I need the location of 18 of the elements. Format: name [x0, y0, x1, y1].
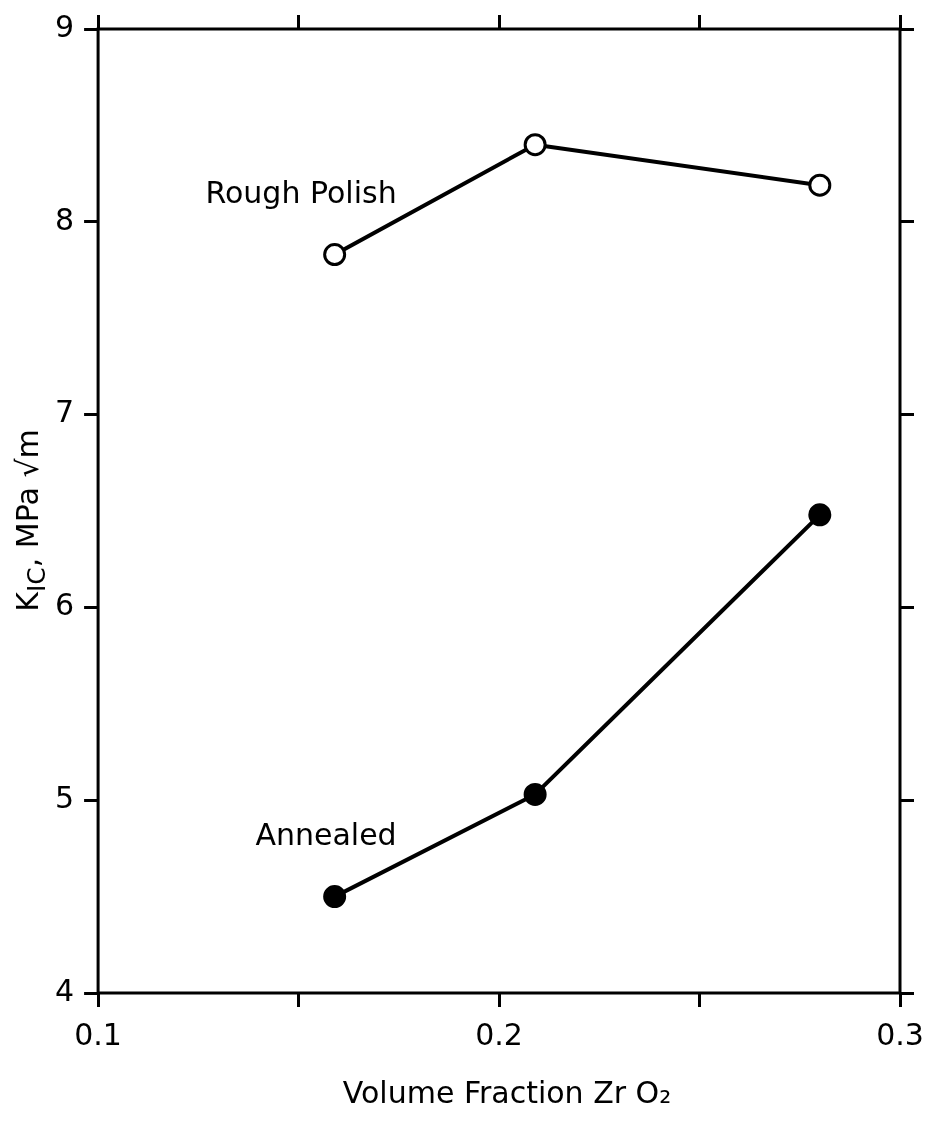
- y-tick-label: 5: [54, 780, 75, 815]
- y-tick-label: 7: [54, 394, 75, 430]
- series-label: Rough Polish: [205, 174, 397, 210]
- y-tick-label: 9: [54, 8, 75, 44]
- y-tick-label: 6: [54, 587, 75, 623]
- x-axis-title: Volume Fraction Zr O₂: [341, 1075, 673, 1110]
- point: [808, 173, 832, 197]
- point: [808, 503, 832, 527]
- point: [523, 133, 547, 157]
- point: [523, 782, 547, 806]
- point: [323, 243, 347, 267]
- x-tick-label: 0.2: [475, 1016, 523, 1052]
- x-tick-label: 0.3: [876, 1016, 924, 1052]
- y-tick-label: 8: [54, 201, 75, 237]
- series-label: Annealed: [255, 816, 397, 852]
- y-tick-label: 4: [54, 972, 75, 1008]
- point: [323, 885, 347, 909]
- x-tick-label: 0.1: [74, 1016, 122, 1052]
